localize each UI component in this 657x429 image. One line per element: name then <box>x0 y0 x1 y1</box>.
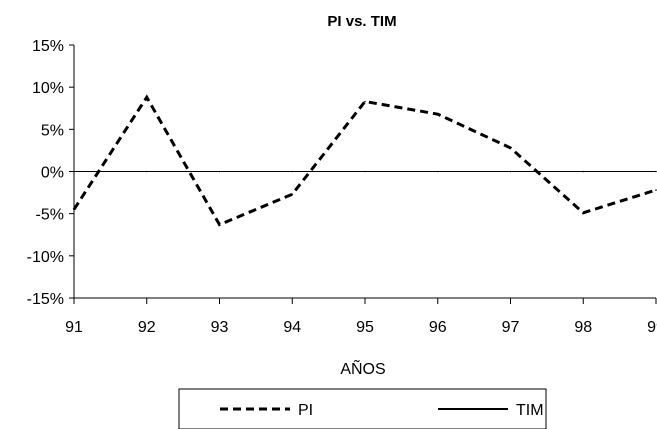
y-tick-label: -10% <box>27 249 64 266</box>
data-point-tim <box>436 170 439 173</box>
legend: PI TIM <box>178 388 547 429</box>
x-tick-label: 91 <box>65 319 83 336</box>
data-point-tim <box>655 170 657 173</box>
data-point-pi <box>145 96 148 99</box>
x-axis-ticks: 91 92 93 94 95 96 97 98 99 <box>65 298 657 336</box>
chart-title: PI vs. TIM <box>327 13 396 30</box>
legend-label-pi: PI <box>298 402 313 419</box>
data-point-tim <box>364 170 366 173</box>
legend-label-tim: TIM <box>516 402 544 419</box>
x-tick-label: 94 <box>283 319 301 336</box>
x-tick-label: 93 <box>211 319 229 336</box>
y-axis-ticks: 15% 10% 5% 0% -5% -10% -15% <box>27 38 74 308</box>
y-tick-label: -5% <box>36 207 64 224</box>
y-tick-label: 15% <box>32 38 64 55</box>
y-tick-label: 10% <box>32 80 64 97</box>
data-point-tim <box>509 170 512 173</box>
data-point-tim <box>291 170 294 173</box>
x-tick-label: 96 <box>429 319 447 336</box>
data-point-tim <box>218 170 221 173</box>
y-tick-label: -15% <box>27 291 64 308</box>
y-tick-label: 0% <box>41 165 64 182</box>
series-line-pi <box>72 94 657 227</box>
data-point-tim <box>582 170 585 173</box>
data-point-pi <box>582 212 585 214</box>
x-tick-label: 92 <box>138 319 156 336</box>
x-tick-label: 95 <box>356 319 374 336</box>
x-axis-title: AÑOS <box>340 358 385 378</box>
x-tick-label: 99 <box>647 319 657 336</box>
data-point-tim <box>73 170 75 173</box>
x-tick-label: 97 <box>502 319 520 336</box>
data-point-pi <box>218 223 221 226</box>
data-point-pi <box>73 208 75 211</box>
data-point-pi <box>436 113 439 115</box>
y-tick-label: 5% <box>41 122 64 139</box>
data-point-pi <box>509 147 512 149</box>
data-point-pi <box>655 189 657 191</box>
data-point-tim <box>145 170 148 173</box>
series-layer <box>72 94 657 227</box>
x-tick-label: 98 <box>574 319 592 336</box>
data-point-pi <box>291 193 294 196</box>
data-point-pi <box>364 100 366 103</box>
